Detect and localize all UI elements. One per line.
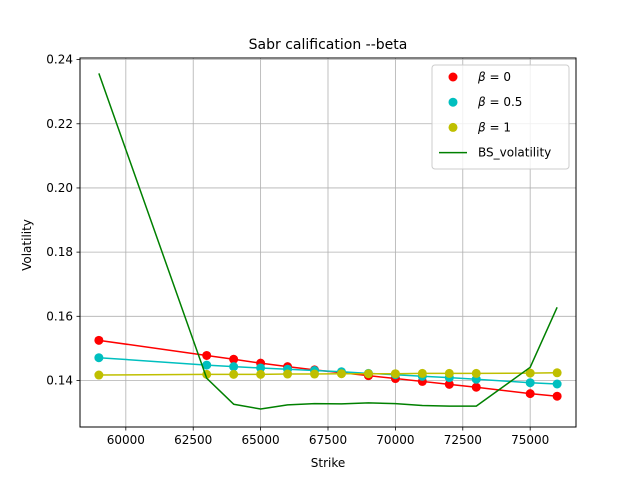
data-point: [471, 382, 481, 392]
y-axis-title: Volatility: [20, 219, 34, 271]
data-point: [417, 368, 427, 378]
data-point: [94, 370, 104, 380]
legend-label: β = 0.5: [477, 95, 522, 109]
series-line: [98, 73, 558, 410]
series-2: [94, 368, 562, 380]
x-tick-label: 72500: [444, 433, 482, 447]
legend-marker: [448, 97, 458, 107]
legend: β = 0β = 0.5β = 1BS_volatility: [431, 64, 570, 170]
data-point: [202, 360, 212, 370]
y-tick-label: 0.14: [46, 373, 73, 387]
data-point: [229, 354, 239, 364]
x-tick-label: 75000: [511, 433, 549, 447]
data-point: [336, 369, 346, 379]
legend-item: β = 0: [448, 70, 511, 84]
legend-text: = 0: [486, 70, 511, 84]
data-point: [444, 379, 454, 389]
grid-lines: [80, 58, 576, 427]
data-point: [444, 368, 454, 378]
axis-ticks: 60000 62500 65000 67500 70000 72500 75000 0.14 0…: [46, 53, 549, 447]
legend-item: BS_volatility: [439, 146, 551, 160]
data-point: [552, 391, 562, 401]
y-tick-label: 0.16: [46, 309, 73, 323]
x-tick-label: 67500: [309, 433, 347, 447]
legend-text: = 0.5: [486, 95, 523, 109]
x-tick-label: 70000: [376, 433, 414, 447]
data-point: [390, 369, 400, 379]
legend-text: = 1: [486, 120, 511, 134]
plot-series: [94, 73, 562, 410]
legend-label: β = 0: [477, 70, 511, 84]
y-tick-label: 0.20: [46, 181, 73, 195]
data-point: [552, 379, 562, 389]
data-point: [94, 335, 104, 345]
x-tick-label: 65000: [242, 433, 280, 447]
legend-symbol: β: [477, 95, 486, 109]
data-point: [256, 363, 266, 373]
legend-box: [431, 64, 570, 170]
chart-title: Sabr calification --beta: [249, 37, 408, 53]
data-point: [94, 353, 104, 363]
x-tick-label: 62500: [174, 433, 212, 447]
x-tick-label: 60000: [107, 433, 145, 447]
data-point: [363, 369, 373, 379]
legend-marker: [448, 72, 458, 82]
legend-label: BS_volatility: [478, 146, 551, 160]
legend-marker: [448, 122, 458, 132]
y-tick-label: 0.24: [46, 53, 73, 67]
legend-symbol: β: [477, 70, 486, 84]
data-point: [552, 368, 562, 378]
legend-item: β = 0.5: [448, 95, 522, 109]
data-point: [256, 369, 266, 379]
y-tick-label: 0.18: [46, 245, 73, 259]
legend-text: BS_volatility: [478, 146, 551, 160]
data-point: [310, 369, 320, 379]
legend-symbol: β: [477, 120, 486, 134]
data-point: [229, 362, 239, 372]
x-axis-title: Strike: [311, 456, 346, 470]
data-point: [525, 389, 535, 399]
data-point: [202, 350, 212, 360]
legend-item: β = 1: [448, 120, 511, 134]
series-3: [98, 73, 558, 410]
data-point: [283, 369, 293, 379]
data-point: [471, 368, 481, 378]
data-point: [229, 369, 239, 379]
data-point: [525, 368, 535, 378]
legend-label: β = 1: [477, 120, 511, 134]
y-tick-label: 0.22: [46, 117, 73, 131]
data-point: [525, 378, 535, 388]
